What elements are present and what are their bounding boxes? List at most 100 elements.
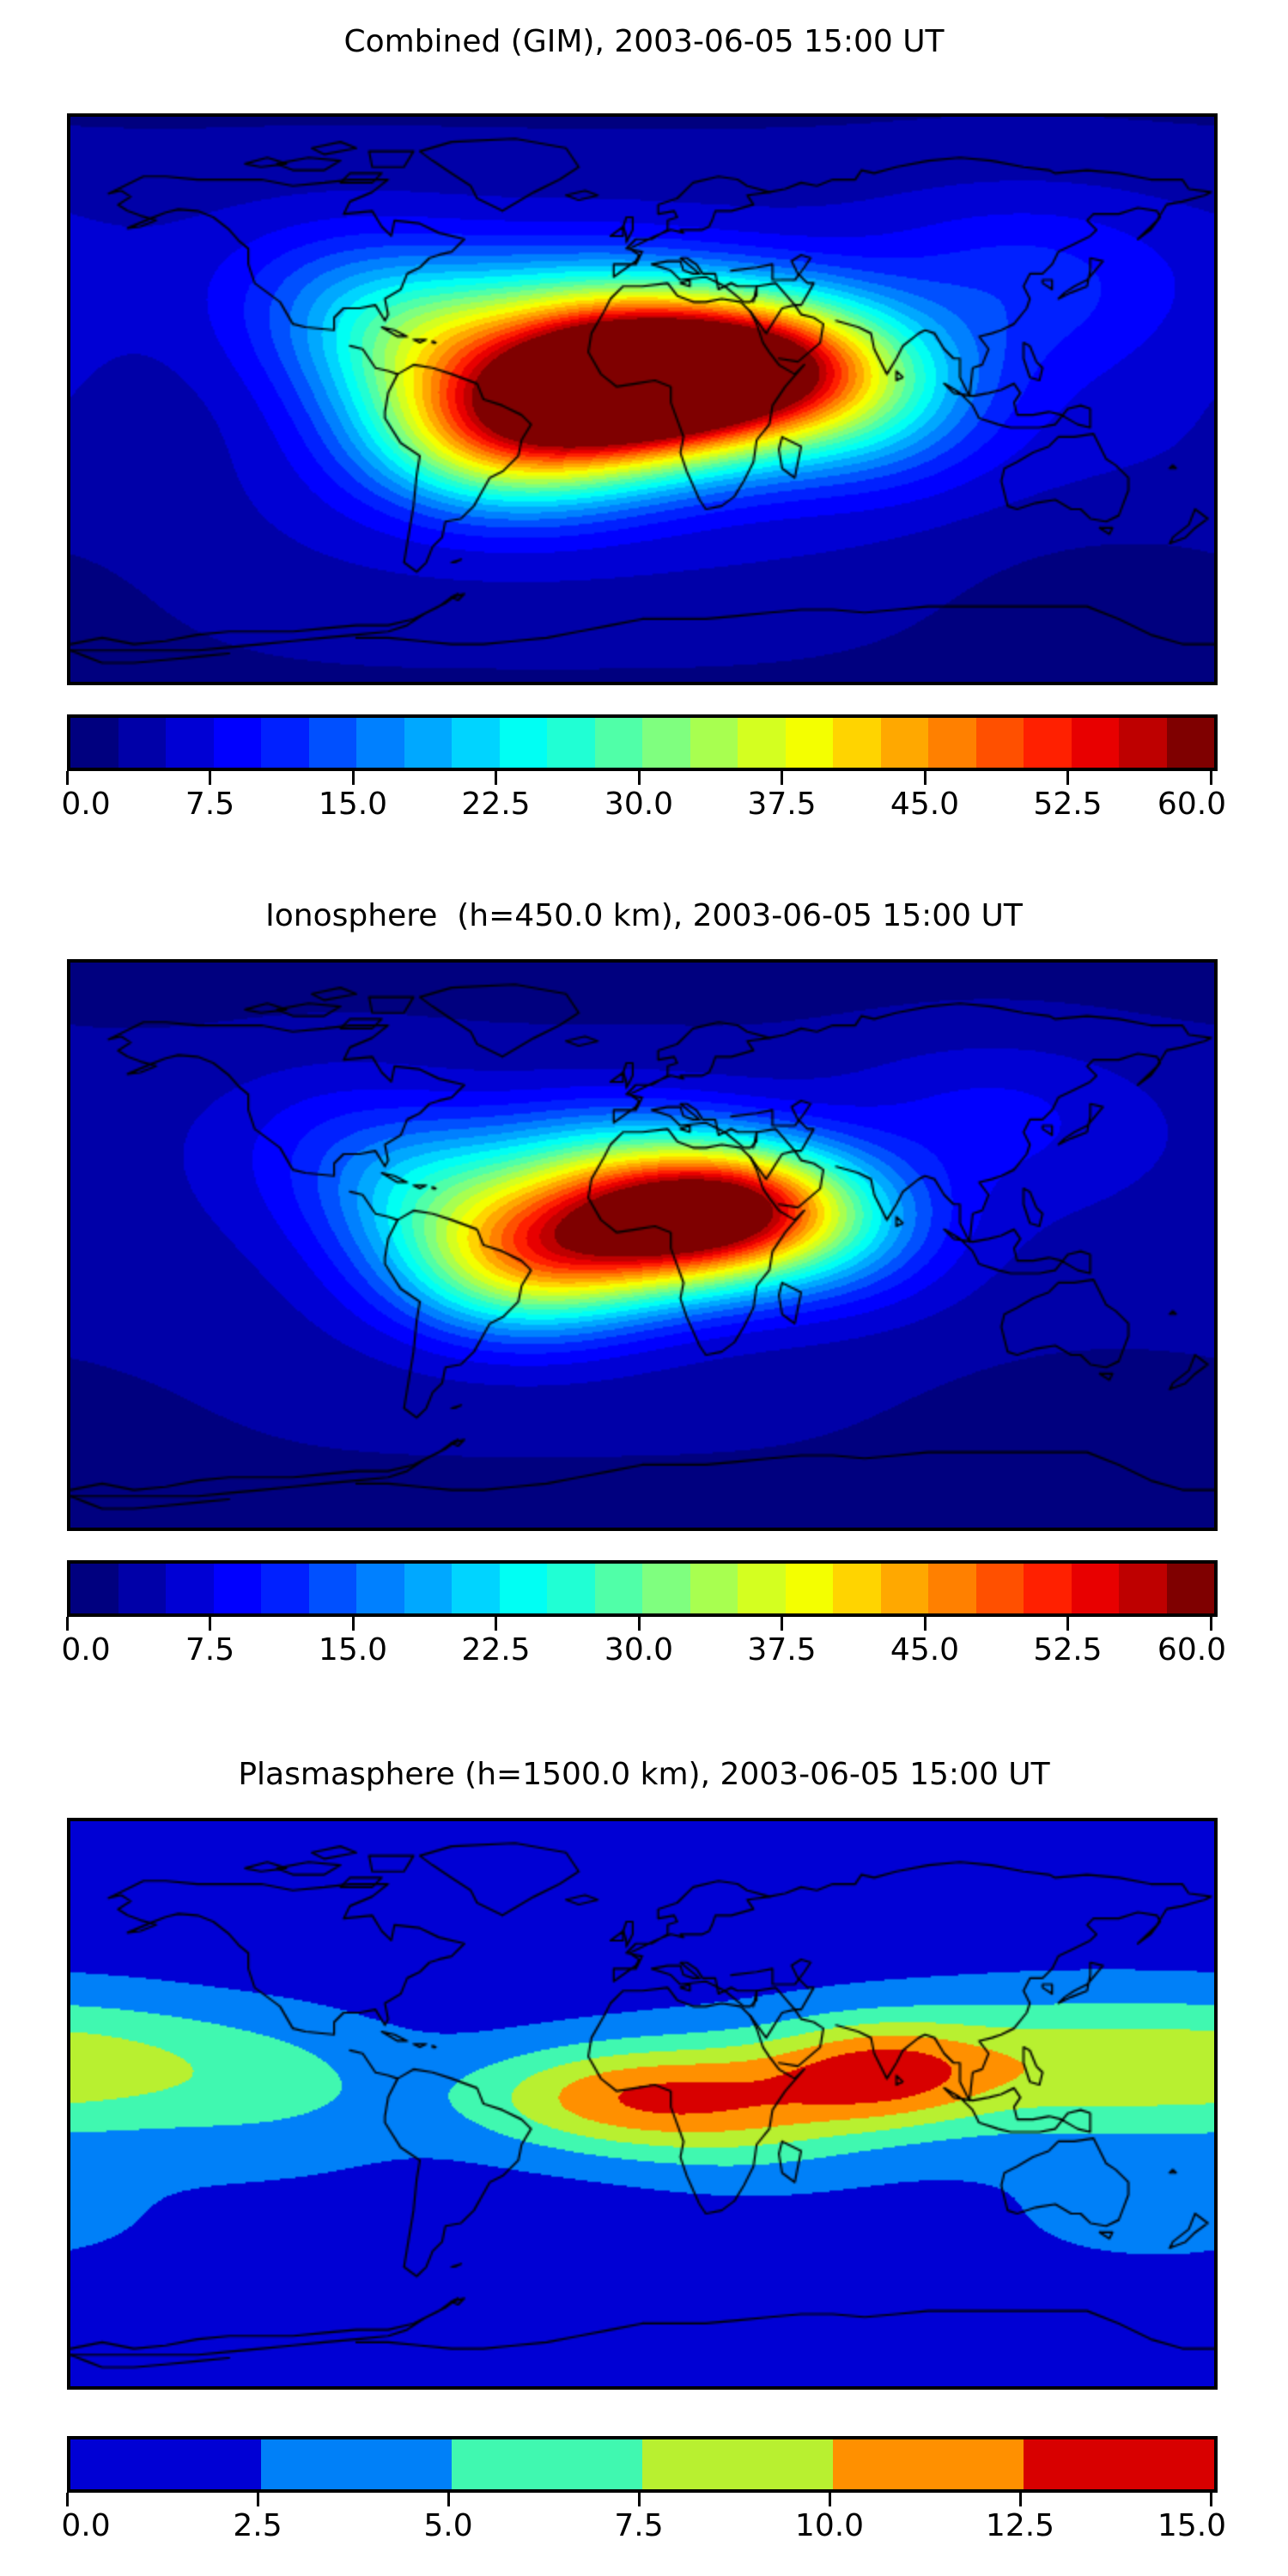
colorbar-ionosphere: 0.0 7.5 15.0 22.5 30.0 37.5 45.0 52.5 60.0 xyxy=(61,1560,1226,1672)
colorbar-tick xyxy=(495,771,497,785)
colorbar-band-0 xyxy=(70,2439,261,2489)
colorbar-tick-label: 22.5 xyxy=(461,787,531,822)
panel-plasmasphere: Plasmasphere (h=1500.0 km), 2003-06-05 1… xyxy=(0,1717,1288,2576)
panel-ionosphere: Ionosphere (h=450.0 km), 2003-06-05 15:0… xyxy=(0,859,1288,1717)
colorbar-tick xyxy=(781,1617,783,1631)
colorbar-tick xyxy=(1209,771,1212,785)
colorbar-band-16 xyxy=(833,718,881,768)
colorbar-band-13 xyxy=(690,718,738,768)
panel-title-ionosphere: Ionosphere (h=450.0 km), 2003-06-05 15:0… xyxy=(265,898,1023,933)
colorbar-band-1 xyxy=(118,718,166,768)
colorbar-band-5 xyxy=(308,718,356,768)
colorbar-band-17 xyxy=(880,718,928,768)
colorbar-tick-label: 52.5 xyxy=(1033,1632,1103,1668)
colorbar-band-5 xyxy=(1024,2439,1214,2489)
colorbar-band-1 xyxy=(261,2439,452,2489)
colorbar-tick-label: 30.0 xyxy=(604,1632,674,1668)
panel-title-combined: Combined (GIM), 2003-06-05 15:00 UT xyxy=(343,24,945,59)
colorbar-band-21 xyxy=(1071,1564,1119,1613)
colorbar-tick-label: 0.0 xyxy=(61,787,111,822)
colorbar-band-15 xyxy=(785,718,833,768)
colorbar-band-8 xyxy=(452,1564,500,1613)
colorbar-band-2 xyxy=(452,2439,642,2489)
colorbar-tick xyxy=(637,1617,641,1631)
colorbar-labels-ionosphere: 0.0 7.5 15.0 22.5 30.0 37.5 45.0 52.5 60.0 xyxy=(61,1632,1226,1672)
colorbar-band-15 xyxy=(785,1564,833,1613)
colorbar-band-7 xyxy=(404,718,452,768)
colorbar-band-23 xyxy=(1166,1564,1214,1613)
colorbar-ticks-ionosphere xyxy=(64,1617,1214,1632)
colorbar-band-20 xyxy=(1024,718,1072,768)
colorbar-tick-label: 45.0 xyxy=(890,787,960,822)
colorbar-band-11 xyxy=(594,718,642,768)
colorbar-band-4 xyxy=(261,718,309,768)
colorbar-ticks-combined xyxy=(64,771,1214,787)
colorbar-tick-label: 30.0 xyxy=(604,787,674,822)
colorbar-band-3 xyxy=(213,1564,261,1613)
colorbar-band-21 xyxy=(1071,718,1119,768)
colorbar-band-12 xyxy=(642,1564,690,1613)
map-canvas-combined xyxy=(70,117,1214,682)
colorbar-tick-label: 15.0 xyxy=(318,1632,388,1668)
map-ionosphere xyxy=(67,959,1218,1531)
colorbar-tick xyxy=(256,2493,259,2506)
colorbar-band-22 xyxy=(1119,1564,1167,1613)
colorbar-tick xyxy=(637,2493,641,2506)
colorbar-tick xyxy=(65,1617,69,1631)
colorbar-band-19 xyxy=(975,1564,1024,1613)
colorbar-tick-label: 5.0 xyxy=(423,2508,473,2543)
colorbar-band-4 xyxy=(261,1564,309,1613)
colorbar-band-20 xyxy=(1024,1564,1072,1613)
colorbar-tick-label: 37.5 xyxy=(747,1632,817,1668)
colorbar-band-22 xyxy=(1119,718,1167,768)
colorbar-band-5 xyxy=(308,1564,356,1613)
colorbar-tick xyxy=(351,771,355,785)
colorbar-band-14 xyxy=(738,718,786,768)
colorbar-tick xyxy=(1066,1617,1069,1631)
colorbar-band-19 xyxy=(975,718,1024,768)
colorbar-tick xyxy=(828,2493,831,2506)
colorbar-band-10 xyxy=(547,718,595,768)
colorbar-band-9 xyxy=(499,1564,547,1613)
colorbar-tick xyxy=(351,1617,355,1631)
colorbar-tick-label: 15.0 xyxy=(1157,2508,1227,2543)
panel-combined-gim: Combined (GIM), 2003-06-05 15:00 UT 0.0 7… xyxy=(0,0,1288,859)
panel-title-plasmasphere: Plasmasphere (h=1500.0 km), 2003-06-05 1… xyxy=(238,1757,1050,1792)
colorbar-tick xyxy=(209,771,211,785)
colorbar-tick-label: 7.5 xyxy=(185,787,235,822)
colorbar-tick xyxy=(923,1617,927,1631)
colorbar-tick-label: 7.5 xyxy=(614,2508,664,2543)
colorbar-tick xyxy=(1066,771,1069,785)
colorbar-tick-label: 7.5 xyxy=(185,1632,235,1668)
colorbar-band-18 xyxy=(928,718,976,768)
colorbar-band-0 xyxy=(70,1564,118,1613)
colorbar-ticks-plasmasphere xyxy=(64,2493,1214,2508)
colorbar-band-16 xyxy=(833,1564,881,1613)
colorbar-band-2 xyxy=(166,1564,214,1613)
colorbar-band-3 xyxy=(642,2439,833,2489)
colorbar-tick-label: 0.0 xyxy=(61,1632,111,1668)
colorbar-labels-plasmasphere: 0.0 2.5 5.0 7.5 10.0 12.5 15.0 xyxy=(61,2508,1226,2548)
colorbar-tick-label: 22.5 xyxy=(461,1632,531,1668)
colorbar-tick xyxy=(447,2493,450,2506)
colorbar-labels-combined: 0.0 7.5 15.0 22.5 30.0 37.5 45.0 52.5 60.0 xyxy=(61,787,1226,826)
colorbar-band-7 xyxy=(404,1564,452,1613)
colorbar-band-17 xyxy=(880,1564,928,1613)
colorbar-tick xyxy=(781,771,783,785)
colorbar-strip-combined xyxy=(67,714,1218,771)
colorbar-band-9 xyxy=(499,718,547,768)
map-plasmasphere xyxy=(67,1818,1218,2390)
colorbar-tick xyxy=(1018,2493,1022,2506)
colorbar-plasmasphere: 0.0 2.5 5.0 7.5 10.0 12.5 15.0 xyxy=(61,2436,1226,2548)
colorbar-combined: 0.0 7.5 15.0 22.5 30.0 37.5 45.0 52.5 60.0 xyxy=(61,714,1226,826)
colorbar-tick xyxy=(65,2493,69,2506)
colorbar-band-12 xyxy=(642,718,690,768)
colorbar-tick xyxy=(1209,2493,1212,2506)
colorbar-strip-ionosphere xyxy=(67,1560,1218,1617)
colorbar-tick-label: 0.0 xyxy=(61,2508,111,2543)
colorbar-band-13 xyxy=(690,1564,738,1613)
colorbar-band-11 xyxy=(594,1564,642,1613)
colorbar-strip-plasmasphere xyxy=(67,2436,1218,2493)
colorbar-tick-label: 15.0 xyxy=(318,787,388,822)
